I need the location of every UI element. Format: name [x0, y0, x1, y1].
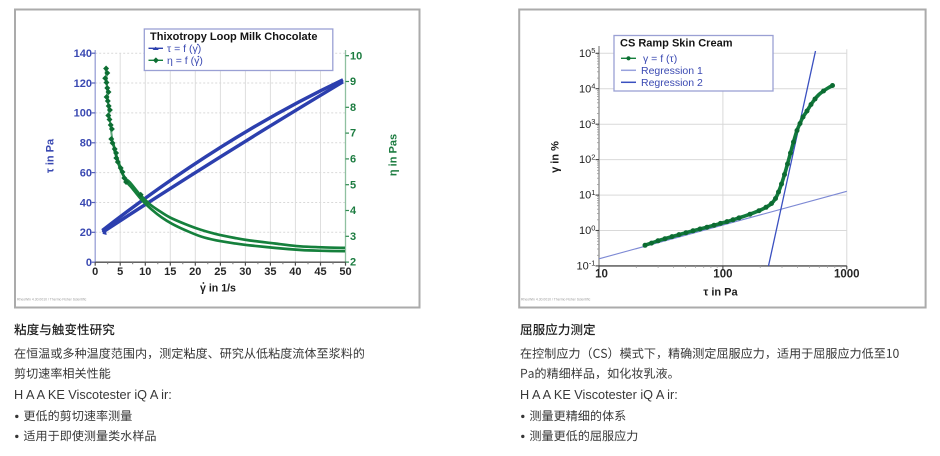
- svg-text:35: 35: [264, 266, 276, 278]
- svg-text:RheoWin 4.30.0010 / Thermo Fis: RheoWin 4.30.0010 / Thermo Fisher Scient…: [17, 298, 87, 302]
- svg-text:20: 20: [80, 227, 92, 239]
- svg-text:γ = f (τ): γ = f (τ): [643, 53, 677, 65]
- svg-text:60: 60: [80, 167, 92, 179]
- svg-text:γ in 1/s: γ in 1/s: [200, 283, 236, 295]
- svg-text:40: 40: [80, 197, 92, 209]
- svg-text:25: 25: [214, 266, 226, 278]
- svg-text:η in Pas: η in Pas: [388, 134, 400, 176]
- svg-text:9: 9: [350, 76, 356, 88]
- svg-text:100: 100: [74, 108, 92, 120]
- svg-text:50: 50: [339, 266, 351, 278]
- svg-text:10: 10: [350, 50, 362, 62]
- svg-text:80: 80: [80, 138, 92, 150]
- svg-text:3: 3: [350, 231, 356, 243]
- svg-text:0: 0: [86, 257, 92, 269]
- svg-text:10: 10: [595, 269, 608, 281]
- svg-text:5: 5: [350, 179, 356, 191]
- svg-text:8: 8: [350, 102, 356, 114]
- svg-text:10: 10: [139, 266, 151, 278]
- svg-text:0: 0: [92, 266, 98, 278]
- svg-text:γ in %: γ in %: [550, 141, 562, 173]
- svg-text:Thixotropy Loop Milk Chocolate: Thixotropy Loop Milk Chocolate: [150, 31, 317, 43]
- svg-text:Regression 1: Regression 1: [641, 65, 703, 77]
- svg-text:τ in Pa: τ in Pa: [703, 287, 738, 299]
- svg-text:2: 2: [350, 257, 356, 269]
- svg-text:15: 15: [164, 266, 176, 278]
- svg-text:45: 45: [314, 266, 326, 278]
- svg-text:H A A KE Viscotester iQ A ir:: H A A KE Viscotester iQ A ir:: [14, 388, 172, 402]
- svg-text:τ in Pa: τ in Pa: [45, 138, 57, 173]
- svg-text:140: 140: [74, 48, 92, 60]
- svg-text:20: 20: [189, 266, 201, 278]
- svg-text:τ = f (γ): τ = f (γ): [167, 43, 201, 55]
- svg-text:RheoWin 4.30.0010 / Thermo Fis: RheoWin 4.30.0010 / Thermo Fisher Scient…: [521, 298, 591, 302]
- svg-text:40: 40: [289, 266, 301, 278]
- svg-text:η = f (γ): η = f (γ): [167, 55, 203, 67]
- svg-text:6: 6: [350, 154, 356, 166]
- svg-text:100: 100: [713, 269, 732, 281]
- svg-text:H A A KE Viscotester iQ A ir:: H A A KE Viscotester iQ A ir:: [520, 388, 678, 402]
- svg-text:CS Ramp Skin Cream: CS Ramp Skin Cream: [620, 38, 733, 50]
- svg-text:4: 4: [350, 205, 357, 217]
- svg-text:Regression 2: Regression 2: [641, 77, 703, 89]
- svg-text:5: 5: [117, 266, 123, 278]
- svg-text:7: 7: [350, 128, 356, 140]
- svg-text:1000: 1000: [834, 269, 860, 281]
- svg-text:120: 120: [74, 78, 92, 90]
- svg-text:30: 30: [239, 266, 251, 278]
